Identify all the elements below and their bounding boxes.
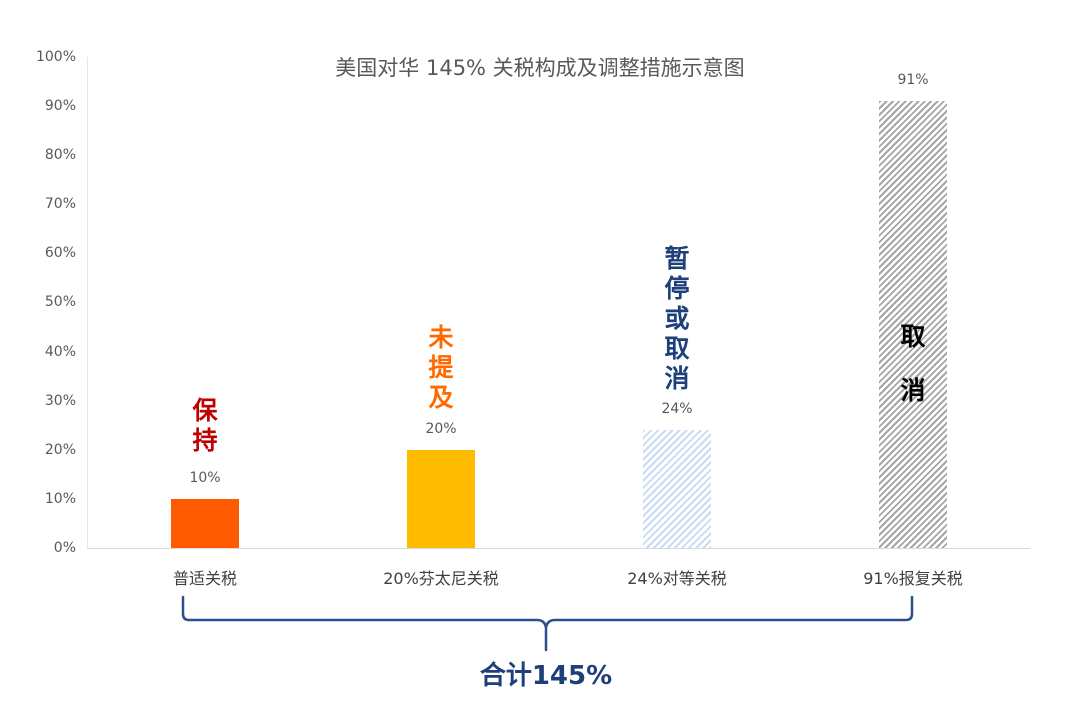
bar-value-label: 20% [425,421,457,437]
y-tick: 20% [44,442,76,458]
status-char: 未 [428,323,454,352]
status-char: 提 [428,353,454,382]
bar-value-label: 10% [189,470,221,486]
x-axis-line [87,548,1030,549]
status-label-keep: 保 持 [175,396,235,456]
status-char: 消 [900,376,926,405]
bar-reciprocal-tariff [643,430,711,548]
y-tick: 60% [44,245,76,261]
bar-fentanyl-tariff [407,450,475,548]
x-label: 24%对等关税 [627,569,727,588]
y-tick: 80% [44,147,76,163]
status-char: 保 [192,396,218,425]
y-tick: 100% [35,49,76,65]
status-char: 或 [664,304,690,333]
chart-title: 美国对华 145% 关税构成及调整措施示意图 [335,56,745,80]
y-tick: 50% [44,294,76,310]
status-char: 消 [664,364,690,393]
y-axis-line [87,57,88,548]
status-char: 持 [192,426,218,455]
y-tick: 90% [44,98,76,114]
status-char: 取 [900,322,926,351]
y-tick: 0% [53,540,76,556]
bar-retaliatory-tariff [879,101,947,548]
status-char: 停 [664,274,690,303]
status-char: 及 [428,383,454,412]
total-label: 合计145% [479,661,613,691]
x-label: 20%芬太尼关税 [383,569,499,588]
status-char: 暂 [664,244,690,273]
status-label-not-mentioned: 未 提 及 [411,323,471,413]
x-label: 普适关税 [172,569,237,588]
y-tick: 40% [44,344,76,360]
status-char: 取 [664,334,690,363]
y-tick: 30% [44,393,76,409]
bar-general-tariff [171,499,239,548]
status-label-suspend-or-cancel: 暂 停 或 取 消 [647,244,707,394]
x-label: 91%报复关税 [863,569,963,588]
y-tick: 70% [44,196,76,212]
bar-value-label: 91% [897,72,929,88]
y-tick: 10% [44,491,76,507]
bar-value-label: 24% [661,401,693,417]
status-label-cancel: 取 消 [883,310,943,418]
